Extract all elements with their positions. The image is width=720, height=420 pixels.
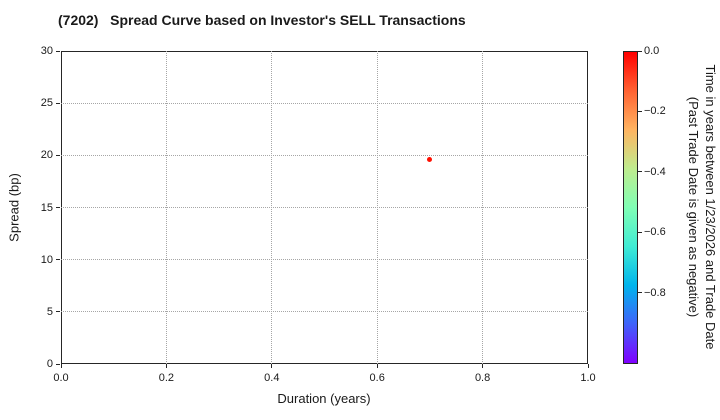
- y-tick-label: 15: [40, 201, 53, 214]
- y-tick: [56, 207, 60, 208]
- colorbar-tick-label: 0.0: [644, 45, 660, 57]
- y-tick-label: 10: [40, 253, 53, 266]
- y-tick-label: 5: [46, 305, 53, 318]
- y-tick-label: 0: [46, 358, 53, 370]
- colorbar-label-line2: (Past Trade Date is given as negative): [686, 96, 701, 318]
- chart-title: (7202) Spread Curve based on Investor's …: [58, 12, 466, 28]
- colorbar-tick-label: −0.6: [644, 226, 666, 239]
- colorbar-tick-label: −0.8: [644, 286, 666, 299]
- x-tick-label: 0.2: [158, 372, 175, 384]
- y-tick-label: 25: [40, 97, 53, 110]
- data-point: [427, 157, 433, 162]
- colorbar-tick: [638, 171, 642, 173]
- colorbar-tick: [638, 110, 642, 112]
- x-tick-label: 0.0: [53, 372, 69, 384]
- y-tick: [56, 154, 60, 156]
- x-tick-label: 0.4: [264, 372, 280, 384]
- y-gridline: [61, 207, 588, 208]
- y-gridline: [61, 154, 588, 156]
- colorbar-label-line1: Time in years between 1/23/2026 and Trad…: [703, 64, 718, 350]
- y-tick: [56, 311, 60, 313]
- x-tick: [165, 364, 167, 368]
- x-tick: [60, 364, 62, 368]
- x-tick-label: 0.8: [474, 372, 491, 384]
- y-tick: [56, 50, 60, 52]
- colorbar-tick: [638, 50, 642, 52]
- x-tick-label: 1.0: [580, 372, 596, 384]
- colorbar-label: Time in years between 1/23/2026 and Trad…: [685, 37, 719, 377]
- y-tick: [56, 363, 60, 365]
- x-tick: [376, 364, 378, 368]
- y-tick-label: 20: [40, 149, 53, 162]
- x-tick: [482, 364, 484, 368]
- y-gridline: [61, 102, 588, 104]
- y-tick: [56, 259, 60, 261]
- colorbar: [623, 51, 638, 364]
- x-axis-label: Duration (years): [277, 391, 371, 406]
- colorbar-tick: [638, 292, 642, 294]
- y-tick: [56, 102, 60, 104]
- x-tick-label: 0.6: [369, 372, 385, 384]
- colorbar-tick-label: −0.2: [644, 105, 666, 118]
- y-gridline: [61, 259, 588, 261]
- y-tick-label: 30: [40, 45, 53, 57]
- colorbar-tick-label: −0.4: [644, 165, 666, 178]
- x-tick: [271, 364, 273, 368]
- colorbar-tick: [638, 231, 642, 233]
- x-tick: [587, 364, 589, 368]
- y-gridline: [61, 311, 588, 313]
